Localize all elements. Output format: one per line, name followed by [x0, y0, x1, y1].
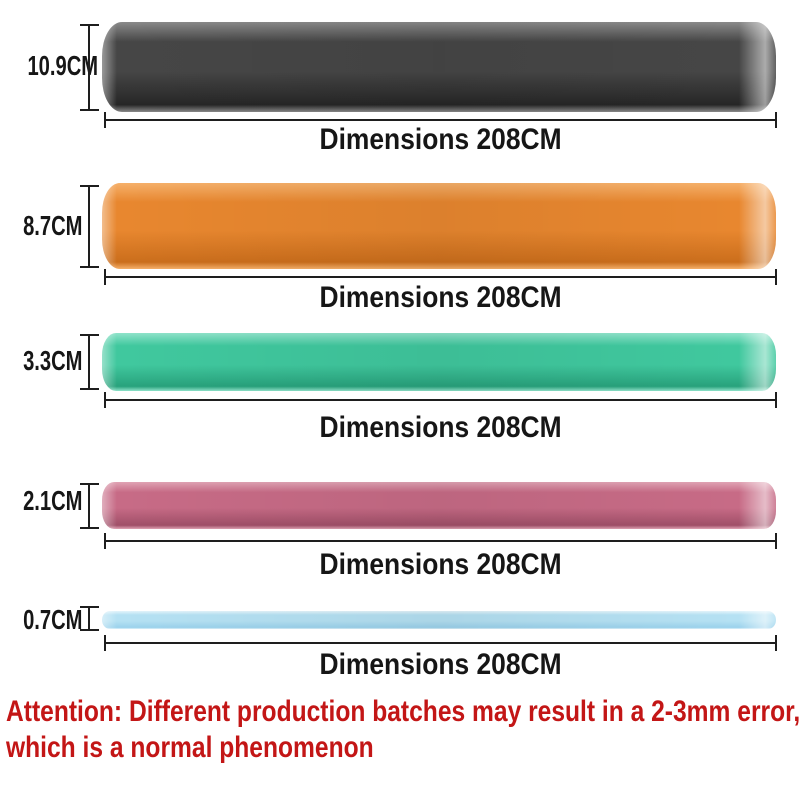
resistance-band-blue	[102, 611, 776, 629]
width-size-label: 8.7CM	[23, 210, 83, 241]
resistance-band-green	[102, 333, 776, 391]
length-dimension-line	[104, 635, 777, 651]
width-size-label: 2.1CM	[23, 485, 83, 516]
width-size-label: 10.9CM	[27, 50, 99, 81]
attention-line-1: Attention: Different production batches …	[6, 695, 800, 728]
resistance-band-black	[102, 22, 776, 112]
length-dimension-line	[104, 269, 777, 285]
width-dimension-marker	[80, 185, 99, 268]
length-dimension-label: Dimensions 208CM	[319, 548, 562, 581]
width-dimension-marker	[80, 334, 99, 390]
attention-line-2: which is a normal phenomenon	[6, 731, 374, 764]
width-dimension-marker	[80, 606, 99, 631]
width-size-label: 0.7CM	[23, 604, 83, 635]
width-size-label: 3.3CM	[23, 345, 83, 376]
width-dimension-marker	[80, 483, 99, 529]
length-dimension-line	[104, 112, 777, 128]
length-dimension-label: Dimensions 208CM	[319, 411, 562, 444]
width-dimension-marker	[80, 24, 99, 111]
length-dimension-label: Dimensions 208CM	[319, 281, 562, 314]
length-dimension-label: Dimensions 208CM	[319, 648, 562, 681]
attention-text: Attention: Different production batches …	[6, 694, 800, 766]
resistance-band-pink	[102, 482, 776, 529]
resistance-band-orange	[102, 183, 776, 269]
length-dimension-label: Dimensions 208CM	[319, 123, 562, 156]
length-dimension-line	[104, 533, 777, 549]
length-dimension-line	[104, 392, 777, 408]
